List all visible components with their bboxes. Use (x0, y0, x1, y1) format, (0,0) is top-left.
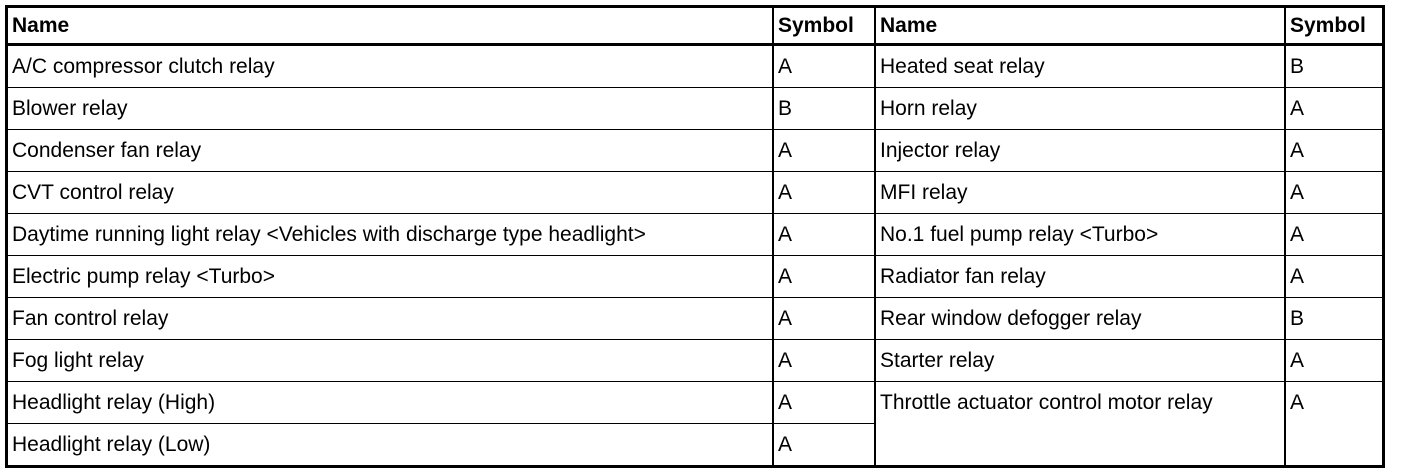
table-row: Headlight relay (High) A Throttle actuator… (6, 381, 1384, 467)
relay-name: Daytime running light relay <Vehicles wi… (6, 213, 774, 256)
relay-symbol: A (1284, 381, 1384, 467)
table-row: Fog light relay A Starter relay A (6, 339, 1384, 382)
header-symbol-right: Symbol (1284, 6, 1384, 46)
relay-name: Throttle actuator control motor relay (874, 381, 1286, 467)
relay-name: Rear window defogger relay (874, 297, 1286, 340)
relay-symbol: A (772, 44, 876, 88)
relay-symbol: A (772, 339, 876, 382)
table-row: Fan control relay A Rear window defogger r… (6, 297, 1384, 340)
table-row: Headlight relay (Low) A (6, 423, 1384, 467)
relay-name: Condenser fan relay (6, 129, 774, 172)
relay-name: Heated seat relay (874, 44, 1286, 88)
table-row: Condenser fan relay A Injector relay A (6, 129, 1384, 172)
relay-symbol: A (772, 171, 876, 214)
header-row: Name Symbol Name Symbol (6, 6, 1384, 46)
relay-symbol: A (1284, 213, 1384, 256)
relay-name: A/C compressor clutch relay (6, 44, 774, 88)
relay-name: Electric pump relay <Turbo> (6, 255, 774, 298)
relay-name: Injector relay (874, 129, 1286, 172)
relay-name: Blower relay (6, 87, 774, 130)
relay-symbol: A (772, 129, 876, 172)
table-row: CVT control relay A MFI relay A (6, 171, 1384, 214)
relay-name: Radiator fan relay (874, 255, 1286, 298)
relay-name: Headlight relay (Low) (6, 423, 774, 467)
relay-symbol: A (1284, 129, 1384, 172)
relay-name: Fan control relay (6, 297, 774, 340)
header-symbol-left: Symbol (772, 6, 876, 46)
relay-symbol: A (772, 297, 876, 340)
relay-name: Headlight relay (High) (6, 381, 774, 424)
relay-symbol: B (1284, 297, 1384, 340)
header-name-left: Name (6, 6, 774, 46)
relay-table: Name Symbol Name Symbol A/C compressor c… (5, 5, 1385, 468)
relay-symbol: A (1284, 255, 1384, 298)
relay-symbol: A (772, 381, 876, 424)
relay-name: Starter relay (874, 339, 1286, 382)
relay-symbol: A (1284, 87, 1384, 130)
relay-symbol: A (772, 213, 876, 256)
relay-symbol: A (772, 255, 876, 298)
table-row: Electric pump relay <Turbo> A Radiator fan… (6, 255, 1384, 298)
relay-name: MFI relay (874, 171, 1286, 214)
relay-name: No.1 fuel pump relay <Turbo> (874, 213, 1286, 256)
relay-symbol: B (1284, 44, 1384, 88)
relay-name: Horn relay (874, 87, 1286, 130)
relay-symbol: A (1284, 339, 1384, 382)
relay-symbol: B (772, 87, 876, 130)
header-name-right: Name (874, 6, 1286, 46)
relay-name: CVT control relay (6, 171, 774, 214)
table-row: Blower relay B Horn relay A (6, 87, 1384, 130)
table-row: Daytime running light relay <Vehicles wi… (6, 213, 1384, 256)
relay-symbol: A (1284, 171, 1384, 214)
table-row: A/C compressor clutch relay A Heated seat … (6, 44, 1384, 88)
relay-name: Fog light relay (6, 339, 774, 382)
relay-symbol: A (772, 423, 876, 467)
